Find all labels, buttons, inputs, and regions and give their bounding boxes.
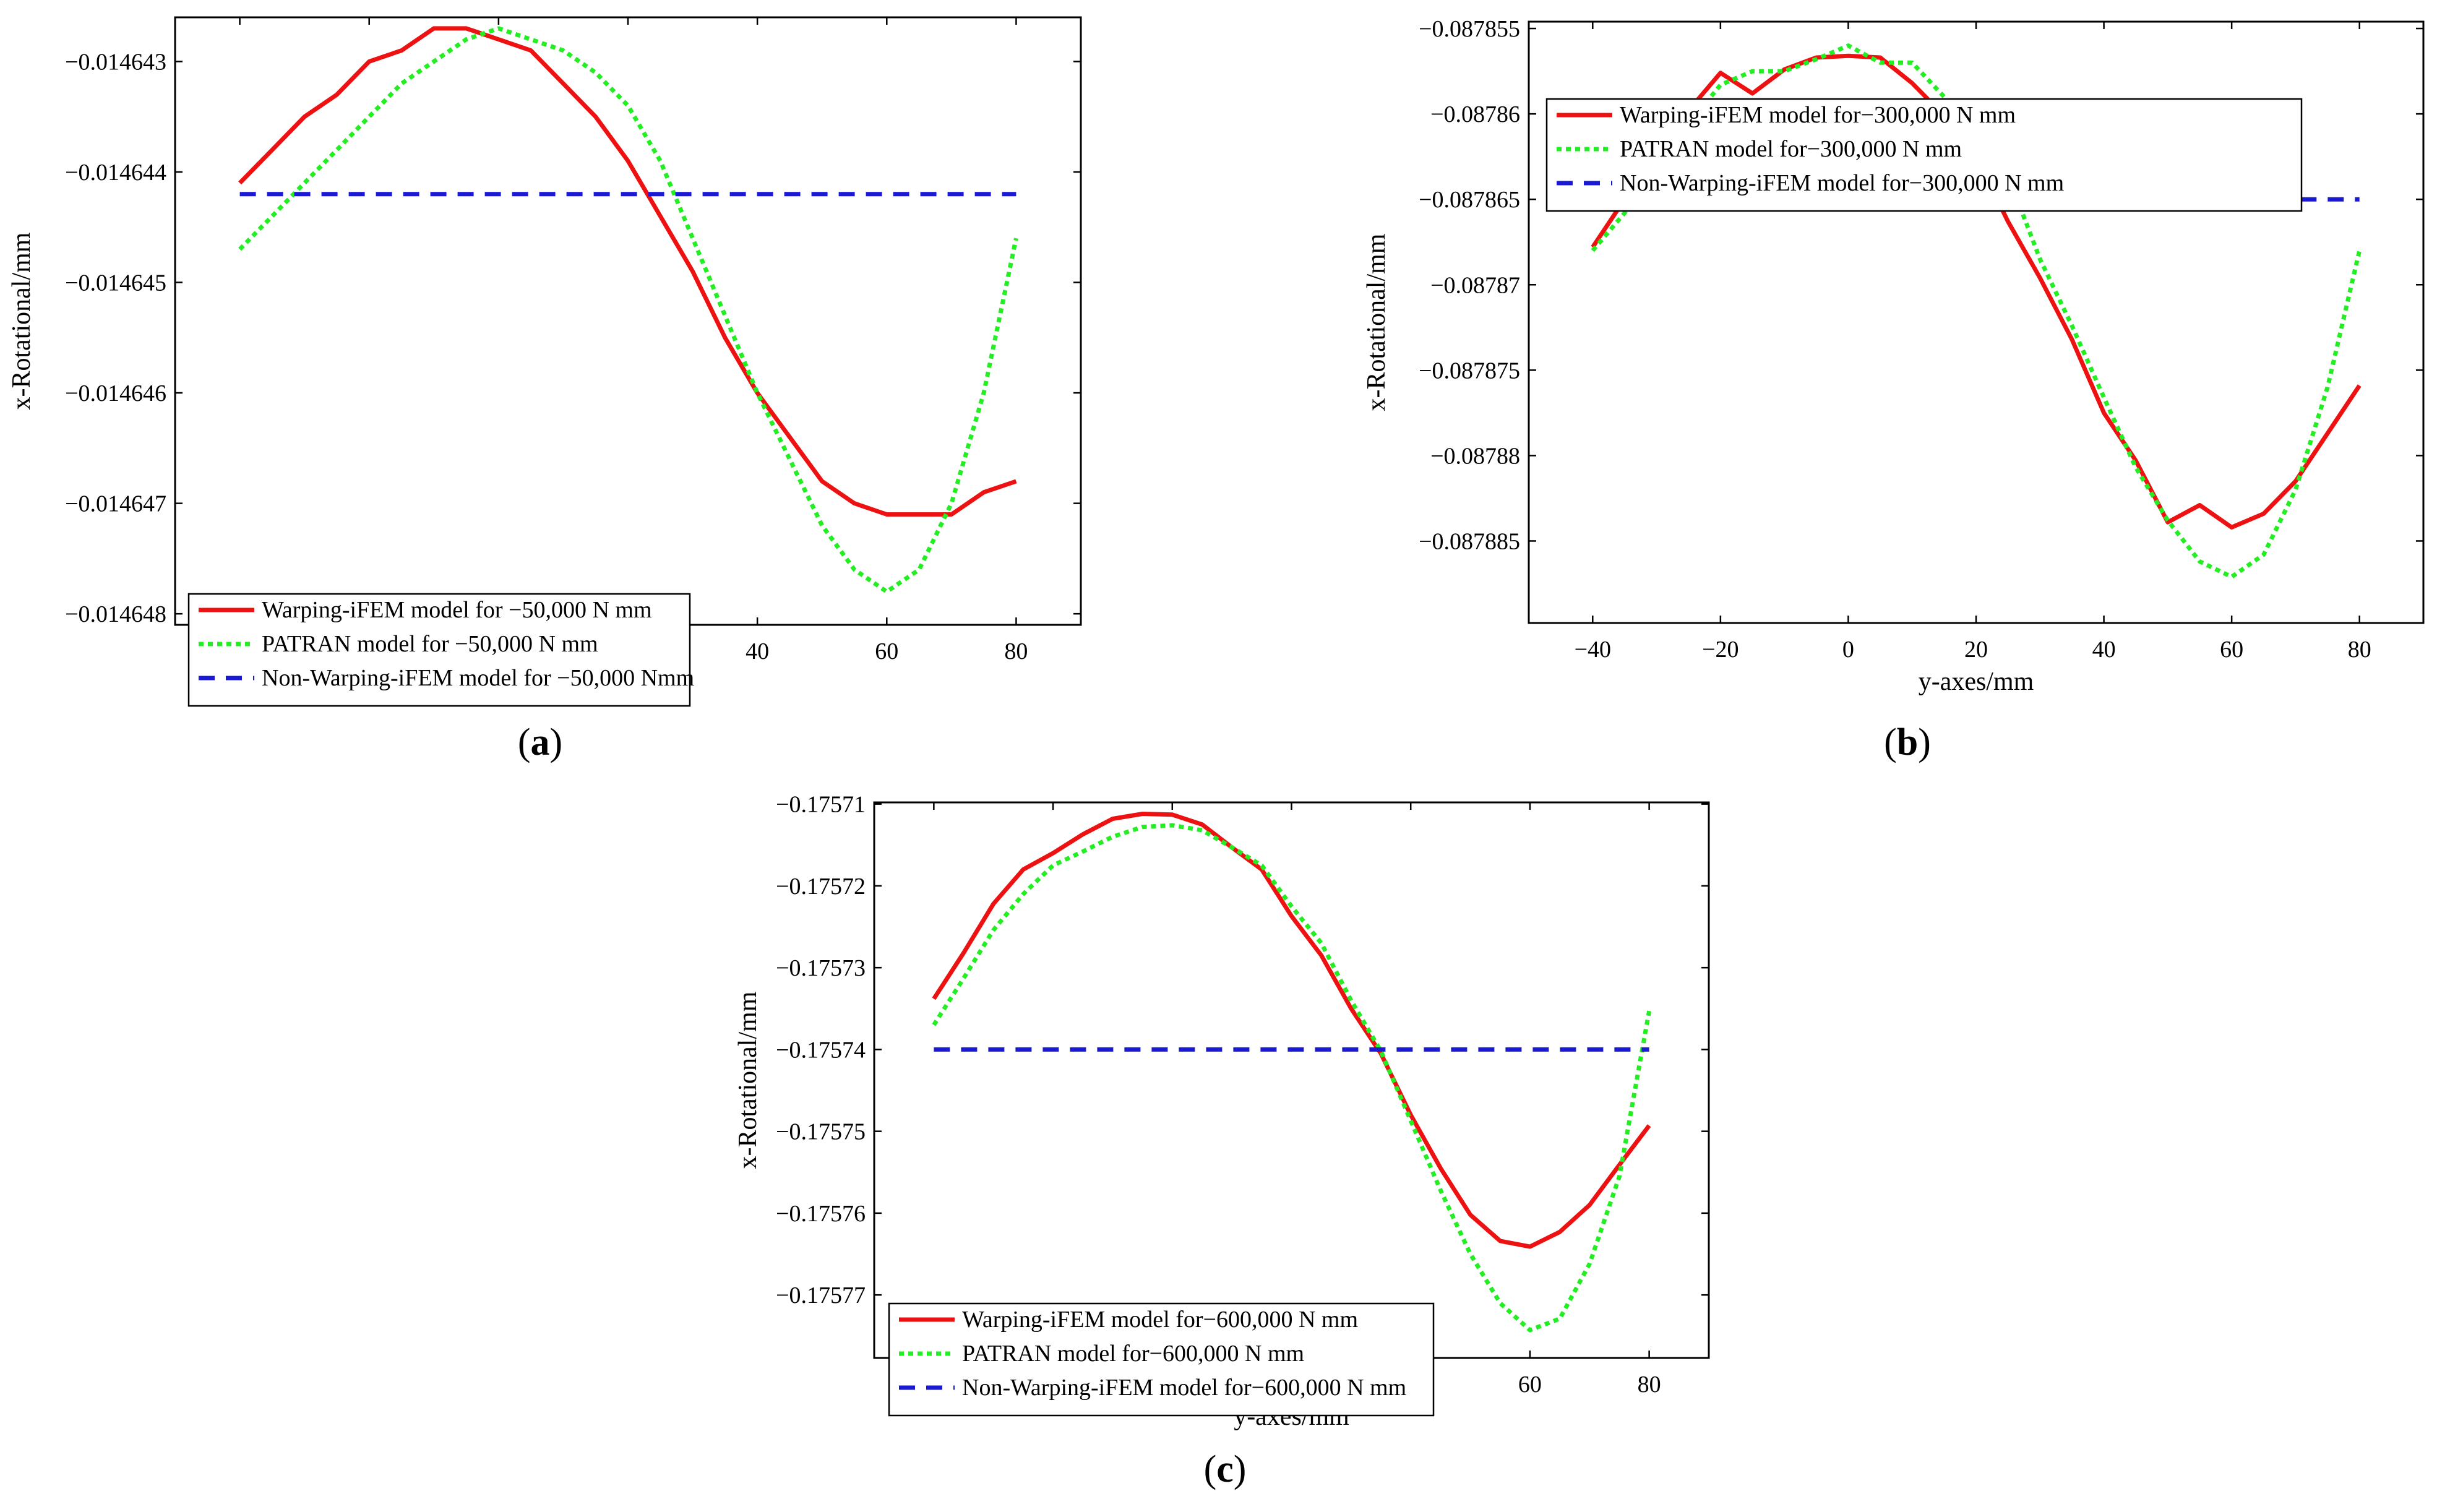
x-tick-label: −20 [1702,637,1739,663]
legend-box [888,1302,1435,1417]
chart-panel-b: −40 −20 0 20 40 60 80 −0.087855 −0.08786 −0.08786… [1362,16,2425,763]
x-tick-label: −40 [1575,637,1611,663]
x-tick-label: 0 [1842,637,1854,663]
x-tick-label: 60 [2220,637,2243,663]
y-tick-label: −0.014644 [65,160,166,186]
y-tick-label: −0.17577 [776,1282,866,1308]
y-tick-label: −0.014645 [65,270,166,296]
legend-label: Non-Warping-iFEM model for−300,000 N mm [1620,170,2064,196]
legend-label: Warping-iFEM model for −50,000 N mm [262,597,652,623]
y-tick-label: −0.014647 [65,491,166,517]
chart-panel-a: −40−20020406080−0.014643−0.014644−0.0146… [7,16,1082,763]
x-tick-label: 60 [1518,1372,1542,1398]
legend: Warping-iFEM model for −50,000 N mm PATRA… [187,593,694,707]
panel-caption: (b) [1884,721,1931,763]
panel-caption-letter: c [1216,1448,1234,1490]
x-tick-label: 40 [2092,637,2116,663]
y-tick-label: −0.17573 [776,955,866,981]
y-tick-label: −0.087865 [1419,187,1520,213]
legend-label: PATRAN model for −50,000 N mm [262,631,598,657]
y-tick-label: −0.08788 [1430,443,1520,469]
y-tick-label: −0.17576 [776,1201,866,1227]
x-tick-label: 80 [1638,1372,1661,1398]
y-tick-label: −0.014648 [65,601,166,627]
chart-panel-c: −40−20020406080−0.17571−0.17572−0.17573−… [734,792,1710,1490]
panel-caption: (a) [518,721,562,763]
y-axis-title: x-Rotational/mm [7,232,36,410]
x-tick-label: 60 [875,638,898,664]
y-tick-label: −0.087885 [1419,528,1520,554]
series-line-solid [932,812,1651,1249]
legend-label: Warping-iFEM model for−300,000 N mm [1620,102,2016,128]
panel-caption-letter: b [1897,721,1918,763]
x-axis-title: y-axes/mm [1919,668,2034,696]
series-line-dotted [932,823,1652,1333]
y-tick-label: −0.17572 [776,874,866,900]
panel-caption-letter: a [531,721,550,763]
y-tick-label: −0.087875 [1419,358,1520,384]
x-tick-label: 80 [2348,637,2371,663]
y-tick-label: −0.17574 [776,1037,866,1063]
legend-label: Non-Warping-iFEM model for −50,000 Nmm [262,665,694,691]
legend: Warping-iFEM model for−300,000 N mm PATRA… [1545,98,2303,212]
x-tick-label: 80 [1004,638,1028,664]
series-line-solid [238,26,1017,517]
y-tick-label: −0.087855 [1419,16,1520,42]
y-tick-label: −0.17571 [776,792,866,818]
y-axis-title: x-Rotational/mm [734,991,762,1169]
legend: Warping-iFEM model for−600,000 N mm PATRA… [888,1302,1435,1417]
legend-label: Warping-iFEM model for−600,000 N mm [962,1307,1358,1333]
y-tick-label: −0.08786 [1430,101,1520,127]
x-tick-label: 40 [746,638,769,664]
panel-caption: (c) [1204,1448,1247,1490]
y-tick-label: −0.014646 [65,380,166,406]
y-tick-label: −0.08787 [1430,272,1520,298]
y-axis-title: x-Rotational/mm [1362,233,1391,411]
legend-box [187,593,691,707]
y-tick-label: −0.014643 [65,49,166,75]
x-tick-label: 20 [1964,637,1988,663]
legend-label: PATRAN model for−600,000 N mm [962,1341,1304,1367]
legend-box [1545,98,2303,212]
y-tick-label: −0.17575 [776,1119,866,1145]
legend-label: PATRAN model for−300,000 N mm [1620,136,1962,162]
legend-label: Non-Warping-iFEM model for−600,000 N mm [962,1375,1406,1401]
